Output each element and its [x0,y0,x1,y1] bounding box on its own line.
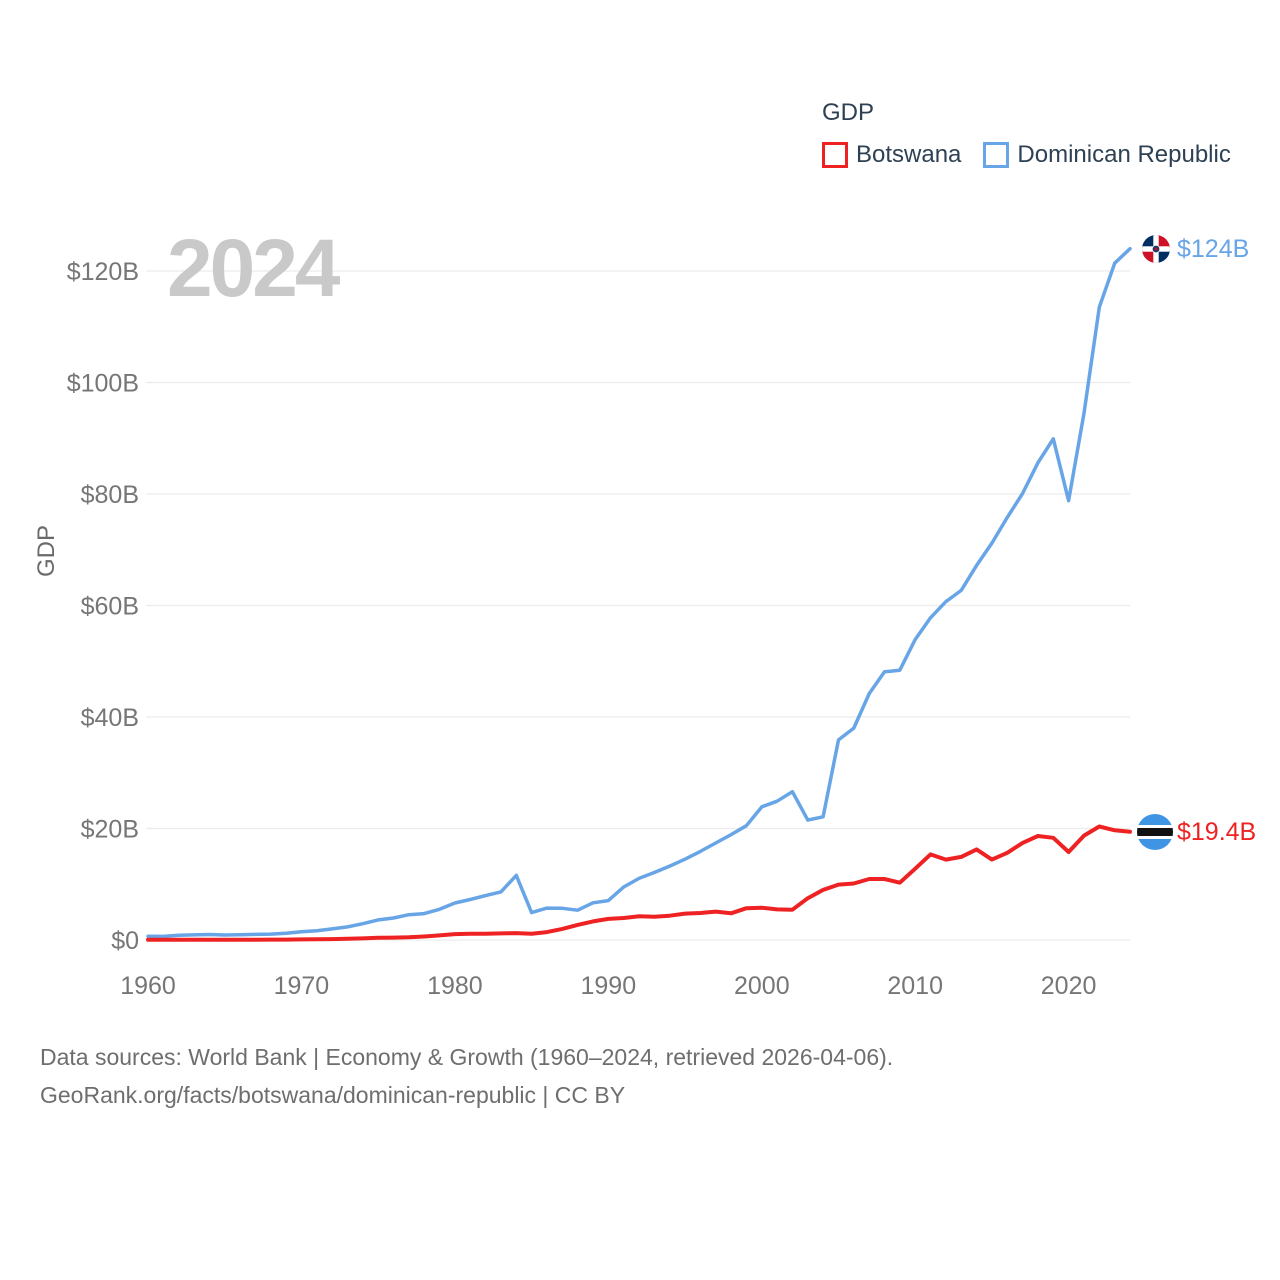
source-line-1: Data sources: World Bank | Economy & Gro… [40,1044,894,1070]
source-line-2[interactable]: GeoRank.org/facts/botswana/dominican-rep… [40,1082,626,1108]
x-tick-label: 1960 [120,972,176,1000]
x-tick-label: 2000 [734,972,790,1000]
x-tick-label: 1970 [274,972,330,1000]
line-dominican-republic [146,246,1132,939]
legend-item-dominican-republic[interactable]: Dominican Republic [983,141,1231,169]
legend-label-botswana: Botswana [856,141,962,168]
y-tick-label: $120B [67,258,139,286]
botswana-flag-icon [1137,814,1173,850]
legend: GDP Botswana Dominican Republic [822,98,1231,169]
y-axis-title: GDP [33,524,60,578]
y-tick-label: $80B [81,481,139,509]
x-tick-label: 2020 [1041,972,1097,1000]
y-tick-label: $20B [81,816,139,844]
line-botswana [146,824,1132,942]
legend-title: GDP [822,99,875,126]
x-tick-label: 1990 [580,972,636,1000]
legend-item-botswana[interactable]: Botswana [822,141,961,169]
dominican-republic-color-swatch [983,142,1010,168]
legend-items: Botswana Dominican Republic [822,141,1231,169]
dominican-republic-value-label: $124B [1177,235,1250,263]
x-tick-label: 2010 [887,972,943,1000]
y-tick-label: $100B [67,370,139,398]
y-tick-label: $60B [81,593,139,621]
botswana-color-swatch [822,142,848,168]
botswana-value-label: $19.4B [1177,818,1257,846]
dominican-republic-flag-icon [1142,235,1170,263]
y-tick-label: $0 [111,927,139,955]
y-tick-label: $40B [81,704,139,732]
legend-label-dominican-republic: Dominican Republic [1017,141,1231,168]
x-tick-label: 1980 [427,972,483,1000]
source-attribution: Data sources: World Bank | Economy & Gro… [40,1038,893,1114]
year-watermark: 2024 [167,223,340,314]
